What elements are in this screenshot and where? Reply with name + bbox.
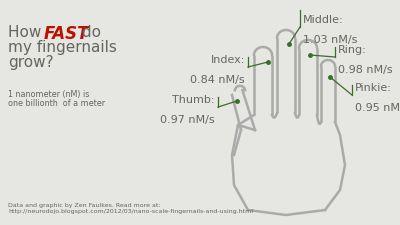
Text: Ring:: Ring: <box>338 45 367 55</box>
Text: Pinkie:: Pinkie: <box>355 83 392 93</box>
Text: http://neurodojo.blogspot.com/2012/03/nano-scale-fingernails-and-using.html: http://neurodojo.blogspot.com/2012/03/na… <box>8 209 253 214</box>
Text: grow?: grow? <box>8 55 54 70</box>
Text: How: How <box>8 25 46 40</box>
Text: FAST: FAST <box>44 25 90 43</box>
Text: 1.03 nM/s: 1.03 nM/s <box>303 35 357 45</box>
Text: Middle:: Middle: <box>303 15 344 25</box>
Text: 1 nanometer (nM) is: 1 nanometer (nM) is <box>8 90 89 99</box>
Text: Data and graphic by Zen Faulkes. Read more at:: Data and graphic by Zen Faulkes. Read mo… <box>8 203 160 208</box>
Text: 0.95 nM/s: 0.95 nM/s <box>355 103 400 113</box>
Text: one billionth  of a meter: one billionth of a meter <box>8 99 105 108</box>
Text: Thumb:: Thumb: <box>172 95 215 105</box>
Text: 0.97 nM/s: 0.97 nM/s <box>160 115 215 125</box>
Text: 0.98 nM/s: 0.98 nM/s <box>338 65 393 75</box>
Text: Index:: Index: <box>211 55 245 65</box>
Text: do: do <box>77 25 101 40</box>
Text: my fingernails: my fingernails <box>8 40 117 55</box>
Text: 0.84 nM/s: 0.84 nM/s <box>190 75 245 85</box>
